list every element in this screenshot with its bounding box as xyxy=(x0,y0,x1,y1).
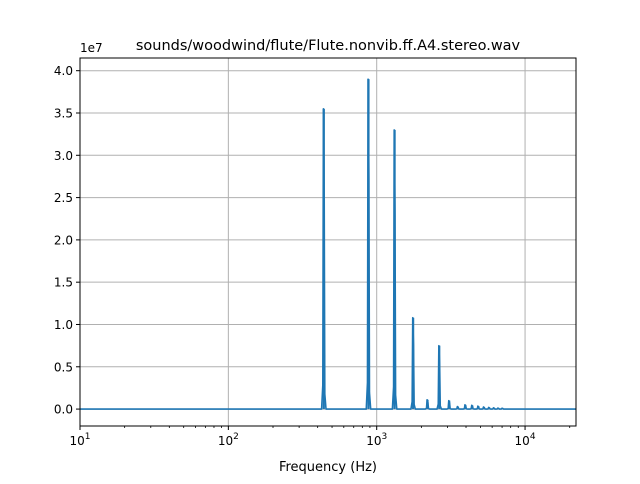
x-axis-label: Frequency (Hz) xyxy=(279,460,377,475)
grid xyxy=(79,58,576,426)
y-tick-label: 2.0 xyxy=(54,233,73,247)
y-tick-label: 1.0 xyxy=(54,318,73,332)
x-tick-base: 10 xyxy=(515,434,530,448)
plot-frame xyxy=(79,57,577,427)
x-tick-base: 10 xyxy=(218,434,233,448)
x-tick-exponent: 2 xyxy=(233,432,239,442)
chart-title: sounds/woodwind/flute/Flute.nonvib.ff.A4… xyxy=(136,38,521,54)
x-tick-label: 102 xyxy=(218,432,239,448)
x-tick-label: 104 xyxy=(515,432,536,448)
x-tick-label: 103 xyxy=(366,432,387,448)
x-tick-label: 101 xyxy=(69,432,90,448)
y-tick-label: 2.5 xyxy=(54,191,73,205)
y-offset-label: 1e7 xyxy=(80,41,103,55)
y-tick-label: 1.5 xyxy=(54,276,73,290)
x-tick-exponent: 1 xyxy=(85,432,91,442)
y-tick-label: 0.0 xyxy=(54,403,73,417)
y-tick-label: 0.5 xyxy=(54,360,73,374)
x-tick-base: 10 xyxy=(366,434,381,448)
y-tick-label: 3.5 xyxy=(54,106,73,120)
x-tick-exponent: 3 xyxy=(381,432,387,442)
y-tick-label: 3.0 xyxy=(54,149,73,163)
series-layer xyxy=(80,78,576,410)
y-tick-label: 4.0 xyxy=(54,64,73,78)
x-tick-exponent: 4 xyxy=(530,432,536,442)
x-tick-base: 10 xyxy=(69,434,84,448)
